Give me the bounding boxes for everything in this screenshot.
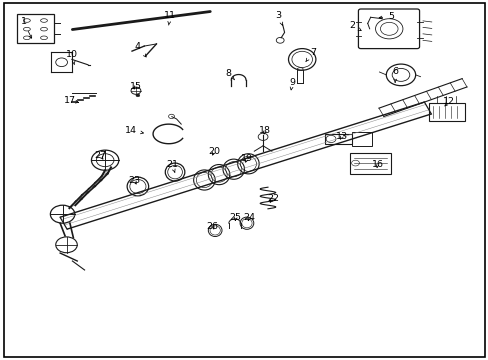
Text: 16: 16 [371,161,383,169]
Text: 2: 2 [348,21,361,31]
Text: 7: 7 [305,48,315,62]
Text: 23: 23 [128,176,140,185]
Text: 6: 6 [391,68,397,82]
Text: 22: 22 [266,194,278,203]
Text: 26: 26 [206,222,218,231]
Text: 19: 19 [241,154,252,163]
Text: 20: 20 [208,147,220,156]
Text: 27: 27 [94,151,106,160]
Text: 10: 10 [66,50,78,65]
Text: 3: 3 [275,10,282,25]
Text: 9: 9 [289,77,295,90]
Text: 1: 1 [20,17,32,38]
Text: 8: 8 [225,69,234,80]
Text: 5: 5 [378,12,393,22]
Text: 21: 21 [166,161,178,172]
Text: 11: 11 [164,10,176,25]
Text: 13: 13 [336,132,347,140]
Text: 17: 17 [63,95,79,104]
Text: 15: 15 [130,82,142,91]
Text: 14: 14 [125,126,143,135]
Text: 12: 12 [442,97,454,106]
Text: 18: 18 [259,126,270,135]
Text: 4: 4 [135,42,146,57]
Text: 25: 25 [229,213,241,222]
Circle shape [136,94,140,97]
Text: 24: 24 [243,213,255,222]
